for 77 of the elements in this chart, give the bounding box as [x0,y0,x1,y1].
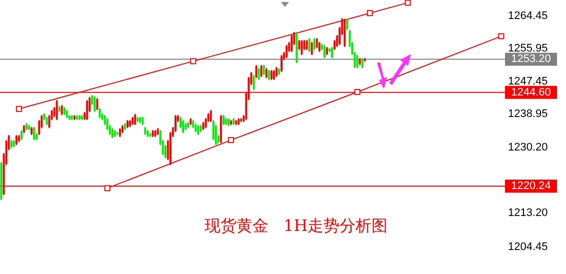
candlestick [306,39,308,51]
candlestick [60,104,63,116]
y-tick-label: 1255.95 [508,42,548,55]
candlestick [164,144,166,159]
point [104,185,110,192]
point [404,0,411,6]
candlestick [224,117,227,126]
candlestick [22,124,25,134]
candlestick [361,57,364,69]
candlestick [228,117,230,127]
candlestick [96,97,98,111]
candlestick [252,74,255,91]
candlestick [73,114,76,121]
candlestick [298,39,300,51]
candlestick [214,124,217,146]
y-tick-label: 1238.95 [508,108,548,120]
point [498,33,504,40]
candlestick [260,64,262,78]
text: 现货黄金 1H走势分析图 [204,216,388,235]
candlestick [308,37,310,53]
candlestick [124,122,126,131]
candlestick [106,117,108,131]
candlestick [331,46,334,59]
candlestick [258,67,260,81]
candlestick [270,69,272,81]
candlestick [104,114,106,126]
candlestick [197,124,200,136]
candlestick [20,129,22,141]
candlestick [356,54,358,69]
candlestick [98,107,101,119]
candlestick [38,119,40,136]
candlestick [346,18,348,31]
candlestick [255,64,258,79]
candlestick [310,41,313,56]
y-tick-label: 1204.45 [508,240,548,253]
candlestick [323,44,326,59]
candlestick [286,44,288,59]
y-tick-label: 1247.45 [508,75,548,88]
ref-line-label: 1244.60 [511,86,551,98]
candlestick [126,119,129,129]
candlestick [180,116,182,129]
candlestick [290,34,293,53]
candlestick [268,69,270,81]
point [354,88,360,95]
point [190,58,196,64]
candlestick [262,64,265,76]
y-tick-label: 1213.20 [508,207,548,220]
y-tick-label: 1264.45 [508,10,548,22]
candlestick [334,39,336,51]
point [16,106,22,112]
candlestick [174,114,176,133]
candlestick [94,96,96,113]
candlestick [33,126,36,141]
candlestick [313,37,316,51]
candlestick [204,117,207,129]
candlestick [272,69,275,81]
candlestick [303,39,306,51]
candlestick [275,66,278,78]
y-tick-label: 1230.20 [508,142,548,154]
point [366,10,373,16]
candlestick [48,114,50,129]
point [228,137,234,144]
candlestick [212,119,214,141]
candlestick [300,39,303,56]
candlestick [316,37,318,49]
candlestick [182,119,184,134]
candlestick [265,67,268,79]
candlestick [318,41,320,53]
ref-line-label: 1220.24 [511,180,551,192]
candlestick [222,114,224,126]
candlestick [210,109,212,123]
candlestick [86,99,88,121]
candlestick [280,54,283,73]
ref-line-label: 1253.20 [511,53,551,66]
candlestick [134,113,136,126]
candlestick [111,128,114,139]
candlestick [15,134,18,146]
